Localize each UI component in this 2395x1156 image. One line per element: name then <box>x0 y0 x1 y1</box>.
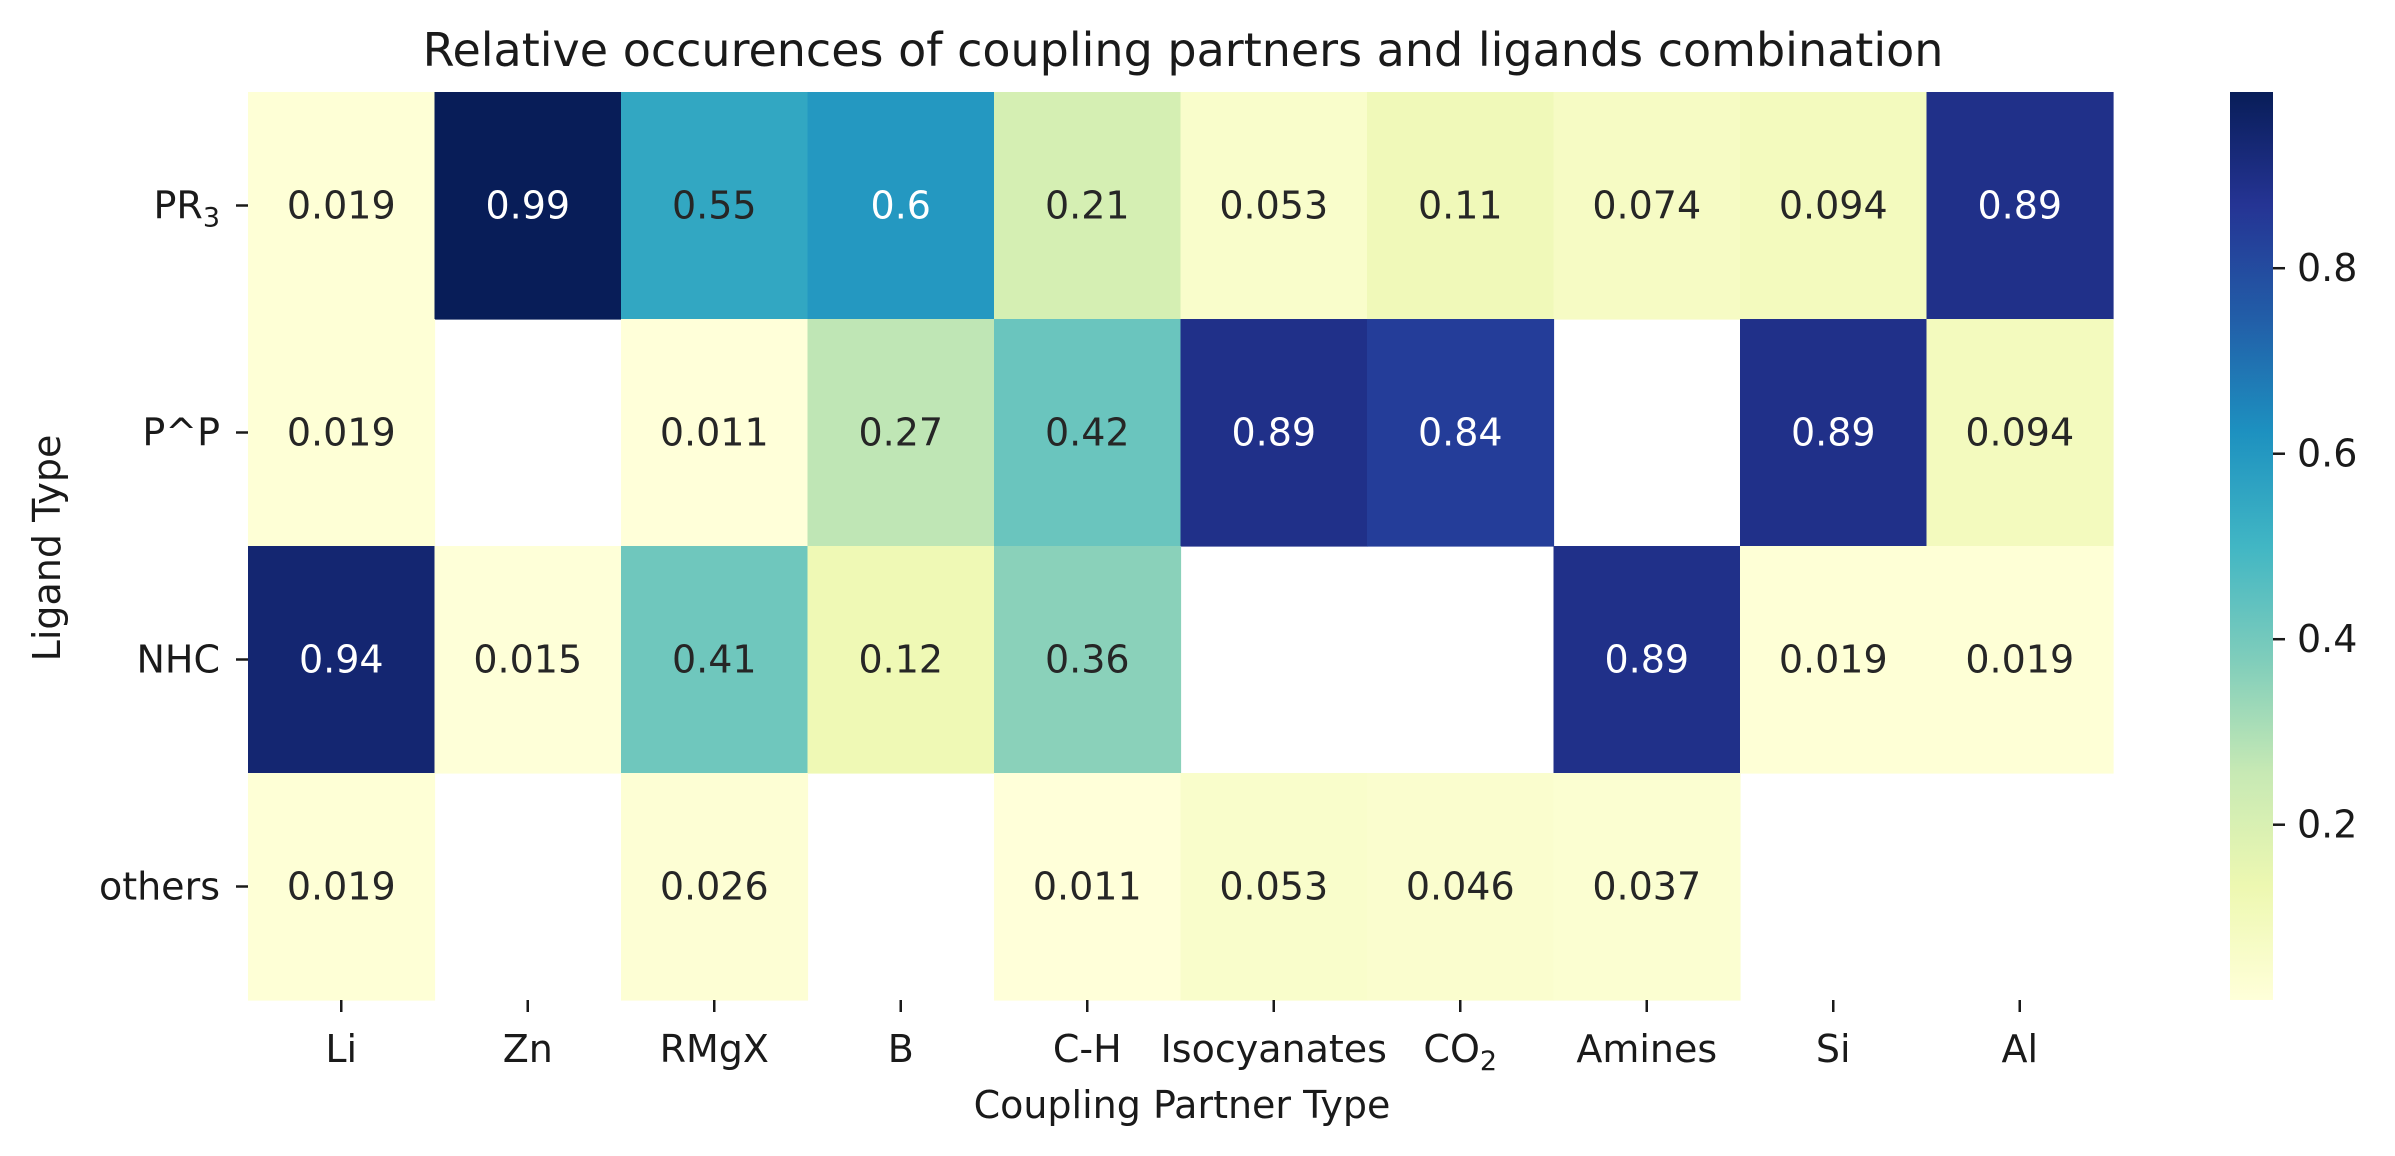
heatmap-cell <box>1180 773 1368 1001</box>
cell-value-label: 0.046 <box>1406 865 1515 909</box>
heatmap-cells <box>248 92 2114 1001</box>
heatmap-cell <box>1367 773 1555 1001</box>
colorbar-ticks: 0.2 0.4 0.6 0.8 <box>2273 246 2357 847</box>
heatmap-cell <box>1367 319 1555 547</box>
cell-value-label: 0.026 <box>660 865 769 909</box>
heatmap-cell <box>807 92 995 320</box>
heatmap-cell <box>621 319 809 547</box>
cell-value-label: 0.015 <box>473 638 582 682</box>
heatmap-cell <box>248 546 436 774</box>
heatmap-cell <box>807 546 995 774</box>
y-axis-ticks: PR3 P^P NHC others <box>99 184 248 909</box>
x-tick-label: Al <box>2001 1027 2038 1071</box>
heatmap-cell <box>994 773 1182 1001</box>
cell-value-label: 0.84 <box>1418 411 1503 455</box>
cell-value-label: 0.89 <box>1977 184 2062 228</box>
heatmap-cell <box>1553 773 1741 1001</box>
heatmap-cell <box>1740 92 1928 320</box>
heatmap-cell <box>1740 546 1928 774</box>
heatmap-cell <box>994 92 1182 320</box>
heatmap-cell <box>621 546 809 774</box>
heatmap-cell <box>807 319 995 547</box>
cell-value-label: 0.037 <box>1592 865 1701 909</box>
colorbar-tick-label: 0.2 <box>2297 803 2357 847</box>
heatmap-cell <box>1180 92 1368 320</box>
x-tick-label: Isocyanates <box>1161 1027 1387 1071</box>
colorbar-tick-label: 0.8 <box>2297 246 2357 290</box>
colorbar-tick-label: 0.6 <box>2297 432 2357 476</box>
x-axis-ticks: Li Zn RMgX B C-H Isocyanates CO2 Amines Si Al <box>325 1000 2038 1077</box>
cell-value-label: 0.019 <box>287 184 396 228</box>
x-axis-label: Coupling Partner Type <box>974 1083 1391 1127</box>
cell-value-label: 0.27 <box>858 411 943 455</box>
x-tick-label: C-H <box>1053 1027 1122 1071</box>
cell-value-label: 0.094 <box>1965 411 2074 455</box>
cell-value-label: 0.94 <box>299 638 384 682</box>
x-tick-label: CO2 <box>1423 1027 1497 1077</box>
cell-value-label: 0.019 <box>287 411 396 455</box>
y-tick-label: NHC <box>136 638 220 682</box>
heatmap-cell <box>621 773 809 1001</box>
heatmap-cell <box>994 319 1182 547</box>
cell-value-label: 0.11 <box>1418 184 1503 228</box>
cell-value-label: 0.89 <box>1231 411 1316 455</box>
heatmap-cell <box>621 92 809 320</box>
colorbar <box>2230 92 2273 1000</box>
heatmap-cell <box>248 773 436 1001</box>
cell-value-label: 0.36 <box>1045 638 1130 682</box>
cell-value-label: 0.89 <box>1791 411 1876 455</box>
x-tick-label: Zn <box>503 1027 553 1071</box>
cell-value-label: 0.053 <box>1219 865 1328 909</box>
y-tick-label: P^P <box>142 411 220 455</box>
heatmap-cell <box>1553 546 1741 774</box>
x-tick-label: Amines <box>1576 1027 1717 1071</box>
x-tick-label: B <box>888 1027 914 1071</box>
heatmap-cell <box>1740 319 1928 547</box>
heatmap-cell <box>1926 546 2114 774</box>
cell-value-label: 0.6 <box>871 184 931 228</box>
y-axis-label: Ligand Type <box>25 435 69 662</box>
x-tick-label: RMgX <box>660 1027 769 1071</box>
cell-value-label: 0.019 <box>1779 638 1888 682</box>
heatmap-cell <box>994 546 1182 774</box>
heatmap-cell <box>1926 319 2114 547</box>
cell-value-label: 0.89 <box>1604 638 1689 682</box>
y-tick-label: PR3 <box>153 184 220 234</box>
cell-value-label: 0.053 <box>1219 184 1328 228</box>
heatmap-cell <box>1553 92 1741 320</box>
cell-value-label: 0.99 <box>485 184 570 228</box>
cell-value-label: 0.41 <box>672 638 757 682</box>
heatmap-cell <box>434 92 622 320</box>
cell-value-label: 0.011 <box>660 411 769 455</box>
cell-value-label: 0.074 <box>1592 184 1701 228</box>
cell-value-label: 0.011 <box>1033 865 1142 909</box>
heatmap-cell <box>248 92 436 320</box>
y-tick-label: others <box>99 865 220 909</box>
heatmap-cell-labels: 0.019 0.99 0.55 0.6 0.21 0.053 0.11 0.074 0.094 0… <box>287 184 2074 909</box>
cell-value-label: 0.42 <box>1045 411 1130 455</box>
heatmap-cell <box>1180 319 1368 547</box>
heatmap-cell <box>1926 92 2114 320</box>
x-tick-label: Li <box>325 1027 357 1071</box>
cell-value-label: 0.019 <box>1965 638 2074 682</box>
cell-value-label: 0.019 <box>287 865 396 909</box>
heatmap-cell <box>248 319 436 547</box>
cell-value-label: 0.55 <box>672 184 757 228</box>
x-tick-label: Si <box>1816 1027 1851 1071</box>
cell-value-label: 0.12 <box>858 638 943 682</box>
heatmap-cell <box>434 546 622 774</box>
heatmap-cell <box>1367 92 1555 320</box>
cell-value-label: 0.094 <box>1779 184 1888 228</box>
chart-title: Relative occurences of coupling partners… <box>423 23 1944 77</box>
cell-value-label: 0.21 <box>1045 184 1130 228</box>
colorbar-tick-label: 0.4 <box>2297 617 2357 661</box>
